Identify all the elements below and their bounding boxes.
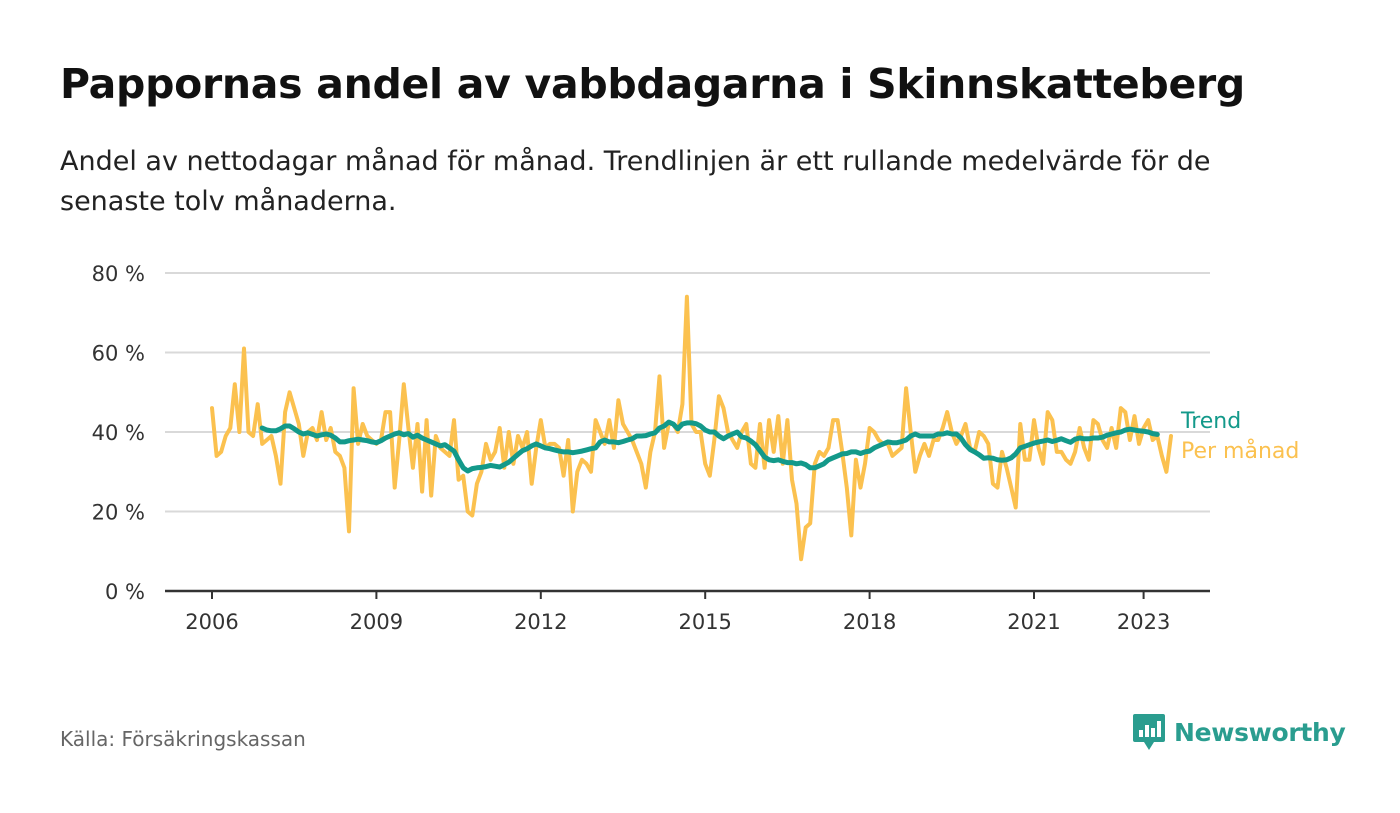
x-tick-label: 2015 [678,610,731,634]
brand-logo[interactable]: Newsworthy [1132,712,1346,752]
x-tick-label: 2012 [514,610,567,634]
bar-chart-speech-bubble-icon [1133,714,1165,750]
chart-title: Pappornas andel av vabbdagarna i Skinnsk… [60,60,1245,108]
source-note: Källa: Försäkringskassan [60,727,306,751]
chart-subtitle: Andel av nettodagar månad för månad. Tre… [60,146,1211,217]
legend-label-monthly: Per månad [1181,438,1299,464]
x-tick-label: 2023 [1117,610,1170,634]
y-tick-label: 60 % [92,342,145,366]
y-tick-label: 0 % [105,580,145,604]
x-tick-label: 2018 [843,610,896,634]
monthly-series-line [210,294,1173,562]
y-axis-tick-labels: 0 % 20 % 40 % 60 % 80 % [92,262,145,604]
x-tick-label: 2021 [1007,610,1060,634]
x-tick-label: 2009 [350,610,403,634]
legend: Trend Per månad [1180,409,1299,464]
brand-name: Newsworthy [1174,717,1346,747]
trend-series-line [259,419,1160,474]
y-tick-label: 40 % [92,421,145,445]
y-tick-label: 20 % [92,501,145,525]
legend-label-trend: Trend [1180,409,1241,434]
line-chart: 0 % 20 % 40 % 60 % 80 % 2006 2009 2012 2015 2018… [92,262,1300,634]
series-lines [210,294,1173,562]
x-tick-label: 2006 [185,610,238,634]
x-axis-ticks: 2006 2009 2012 2015 2018 2021 2023 [185,591,1170,634]
y-tick-label: 80 % [92,262,145,286]
